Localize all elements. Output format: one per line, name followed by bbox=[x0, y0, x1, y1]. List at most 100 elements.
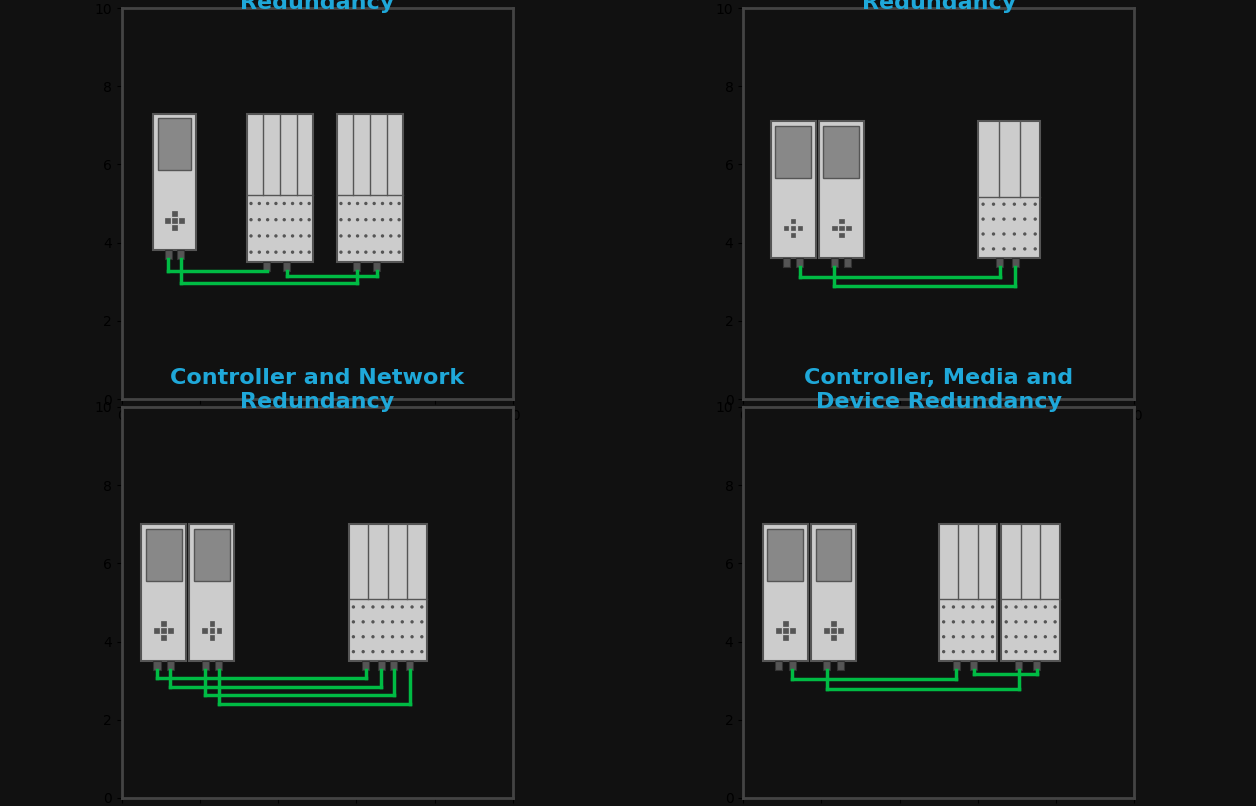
Circle shape bbox=[382, 218, 383, 221]
Circle shape bbox=[1024, 203, 1026, 206]
FancyBboxPatch shape bbox=[141, 524, 186, 661]
Circle shape bbox=[340, 218, 342, 221]
Circle shape bbox=[365, 202, 367, 205]
Circle shape bbox=[982, 233, 983, 235]
Circle shape bbox=[962, 636, 965, 638]
Circle shape bbox=[353, 650, 354, 653]
Circle shape bbox=[1054, 636, 1056, 638]
Circle shape bbox=[284, 218, 285, 221]
Title: Controller, Media and
Device Redundancy: Controller, Media and Device Redundancy bbox=[804, 368, 1074, 412]
Circle shape bbox=[275, 202, 276, 205]
Circle shape bbox=[291, 202, 294, 205]
Circle shape bbox=[1035, 606, 1036, 608]
Circle shape bbox=[982, 621, 983, 623]
Circle shape bbox=[365, 218, 367, 221]
Circle shape bbox=[1034, 248, 1036, 250]
Circle shape bbox=[382, 636, 384, 638]
Bar bbox=[953, 661, 960, 670]
FancyBboxPatch shape bbox=[938, 524, 997, 661]
Circle shape bbox=[373, 202, 376, 205]
Bar bbox=[1012, 258, 1019, 267]
Bar bbox=[165, 251, 172, 259]
Circle shape bbox=[284, 235, 285, 237]
Bar bbox=[789, 661, 795, 670]
Circle shape bbox=[1025, 636, 1026, 638]
Bar bbox=[775, 661, 782, 670]
Circle shape bbox=[389, 202, 392, 205]
Circle shape bbox=[1044, 606, 1046, 608]
Bar bbox=[782, 635, 788, 640]
Circle shape bbox=[357, 251, 358, 253]
Circle shape bbox=[952, 636, 955, 638]
Bar bbox=[391, 661, 397, 670]
Circle shape bbox=[340, 235, 342, 237]
Circle shape bbox=[340, 202, 342, 205]
Circle shape bbox=[250, 251, 252, 253]
Bar bbox=[971, 661, 977, 670]
Circle shape bbox=[972, 650, 973, 653]
Circle shape bbox=[291, 218, 294, 221]
Circle shape bbox=[1034, 203, 1036, 206]
Circle shape bbox=[991, 636, 993, 638]
FancyBboxPatch shape bbox=[247, 114, 313, 262]
Bar bbox=[158, 118, 191, 170]
Bar bbox=[796, 258, 804, 267]
Circle shape bbox=[308, 218, 310, 221]
Circle shape bbox=[411, 606, 413, 608]
Circle shape bbox=[1044, 650, 1046, 653]
Bar bbox=[353, 262, 360, 271]
Circle shape bbox=[300, 251, 301, 253]
FancyBboxPatch shape bbox=[819, 122, 864, 258]
Bar bbox=[373, 262, 381, 271]
Circle shape bbox=[259, 202, 260, 205]
Circle shape bbox=[382, 606, 384, 608]
Circle shape bbox=[1034, 233, 1036, 235]
Bar bbox=[790, 629, 795, 634]
Circle shape bbox=[382, 251, 383, 253]
Circle shape bbox=[362, 650, 364, 653]
Bar bbox=[996, 258, 1004, 267]
Circle shape bbox=[982, 248, 983, 250]
Bar bbox=[1015, 661, 1022, 670]
Circle shape bbox=[353, 636, 354, 638]
Circle shape bbox=[402, 650, 403, 653]
Circle shape bbox=[1054, 621, 1056, 623]
Bar bbox=[167, 661, 175, 670]
Circle shape bbox=[266, 218, 269, 221]
Bar bbox=[180, 218, 183, 222]
Circle shape bbox=[259, 251, 260, 253]
Bar bbox=[831, 629, 835, 634]
Circle shape bbox=[348, 202, 350, 205]
Bar bbox=[162, 635, 166, 640]
Circle shape bbox=[362, 636, 364, 638]
Bar bbox=[172, 211, 177, 215]
Circle shape bbox=[250, 202, 252, 205]
Circle shape bbox=[982, 636, 983, 638]
Circle shape bbox=[1004, 233, 1005, 235]
Circle shape bbox=[943, 621, 945, 623]
Bar bbox=[378, 661, 384, 670]
Circle shape bbox=[365, 251, 367, 253]
Circle shape bbox=[992, 218, 995, 220]
Circle shape bbox=[1054, 606, 1056, 608]
Circle shape bbox=[259, 218, 260, 221]
Circle shape bbox=[962, 621, 965, 623]
Bar bbox=[154, 629, 160, 634]
Bar bbox=[838, 629, 843, 634]
Circle shape bbox=[300, 235, 301, 237]
Bar bbox=[146, 529, 182, 581]
Bar bbox=[823, 661, 830, 670]
Bar bbox=[216, 629, 221, 634]
Circle shape bbox=[411, 636, 413, 638]
Circle shape bbox=[275, 218, 276, 221]
Circle shape bbox=[1024, 233, 1026, 235]
Circle shape bbox=[1025, 621, 1026, 623]
FancyBboxPatch shape bbox=[190, 524, 235, 661]
Circle shape bbox=[943, 606, 945, 608]
Bar bbox=[776, 629, 780, 634]
Circle shape bbox=[992, 203, 995, 206]
Bar bbox=[153, 661, 161, 670]
Circle shape bbox=[372, 650, 374, 653]
Circle shape bbox=[382, 235, 383, 237]
FancyBboxPatch shape bbox=[811, 524, 855, 661]
